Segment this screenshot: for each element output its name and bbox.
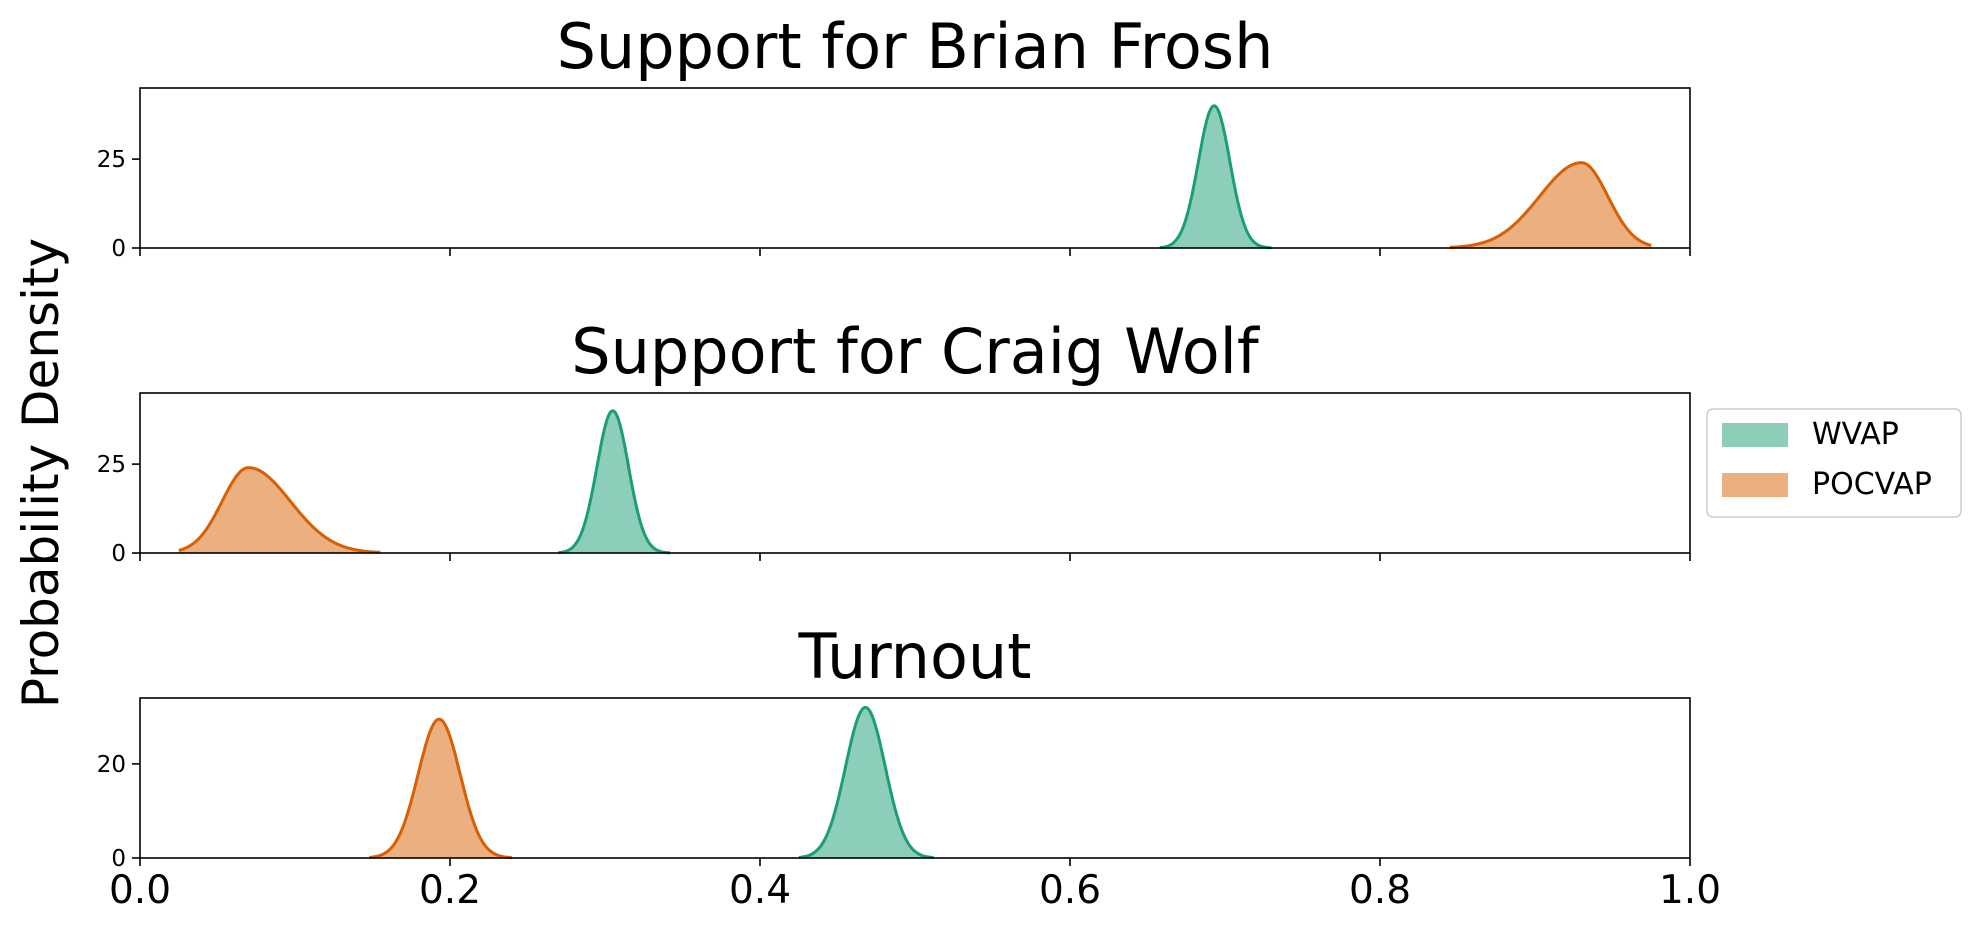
axes-frame (139, 697, 1691, 859)
x-tick-label: 0.8 (1349, 868, 1411, 913)
y-tick-label: 25 (97, 452, 126, 478)
y-tick-label: 0 (111, 846, 126, 872)
density-area-wvap (558, 410, 671, 553)
panel-title: Support for Brian Frosh (557, 10, 1274, 83)
x-tick-label: 0.0 (109, 868, 171, 913)
density-area-pocvap (369, 719, 512, 858)
x-tick-label: 0.6 (1039, 868, 1101, 913)
x-tick-label: 0.2 (419, 868, 481, 913)
panel-title: Support for Craig Wolf (571, 315, 1261, 388)
axes-frame (139, 392, 1691, 554)
panel-2: Support for Craig Wolf 0 25 (97, 315, 1691, 567)
y-tick-label: 25 (97, 147, 126, 173)
density-line-pocvap (1449, 161, 1652, 249)
y-axis-label: Probability Density (12, 238, 70, 708)
panel-title: Turnout (798, 620, 1032, 693)
y-tick-label: 0 (111, 236, 126, 262)
density-line-wvap (1159, 104, 1272, 250)
legend-swatch-wvap (1722, 423, 1788, 447)
legend-label-pocvap: POCVAP (1812, 467, 1932, 502)
y-tick-label: 20 (97, 752, 126, 778)
legend: WVAP POCVAP (1706, 408, 1962, 518)
x-tick-label: 0.4 (729, 868, 791, 913)
density-area-wvap (1159, 105, 1272, 248)
density-line-pocvap (178, 466, 381, 554)
density-line-wvap (558, 409, 671, 555)
legend-label-wvap: WVAP (1812, 417, 1899, 452)
legend-swatch-pocvap (1722, 473, 1788, 497)
axes-frame (139, 87, 1691, 249)
panel-3: Turnout 0 20 0.0 0.2 0.4 0.6 0.8 1.0 (97, 620, 1721, 913)
density-area-pocvap (1449, 162, 1652, 248)
density-area-wvap (798, 707, 934, 858)
density-line-pocvap (369, 717, 513, 860)
density-area-pocvap (178, 467, 381, 553)
y-tick-label: 0 (111, 541, 126, 567)
density-line-wvap (798, 705, 934, 860)
x-tick-label: 1.0 (1659, 868, 1721, 913)
panel-1: Support for Brian Frosh 0 25 (97, 10, 1691, 262)
